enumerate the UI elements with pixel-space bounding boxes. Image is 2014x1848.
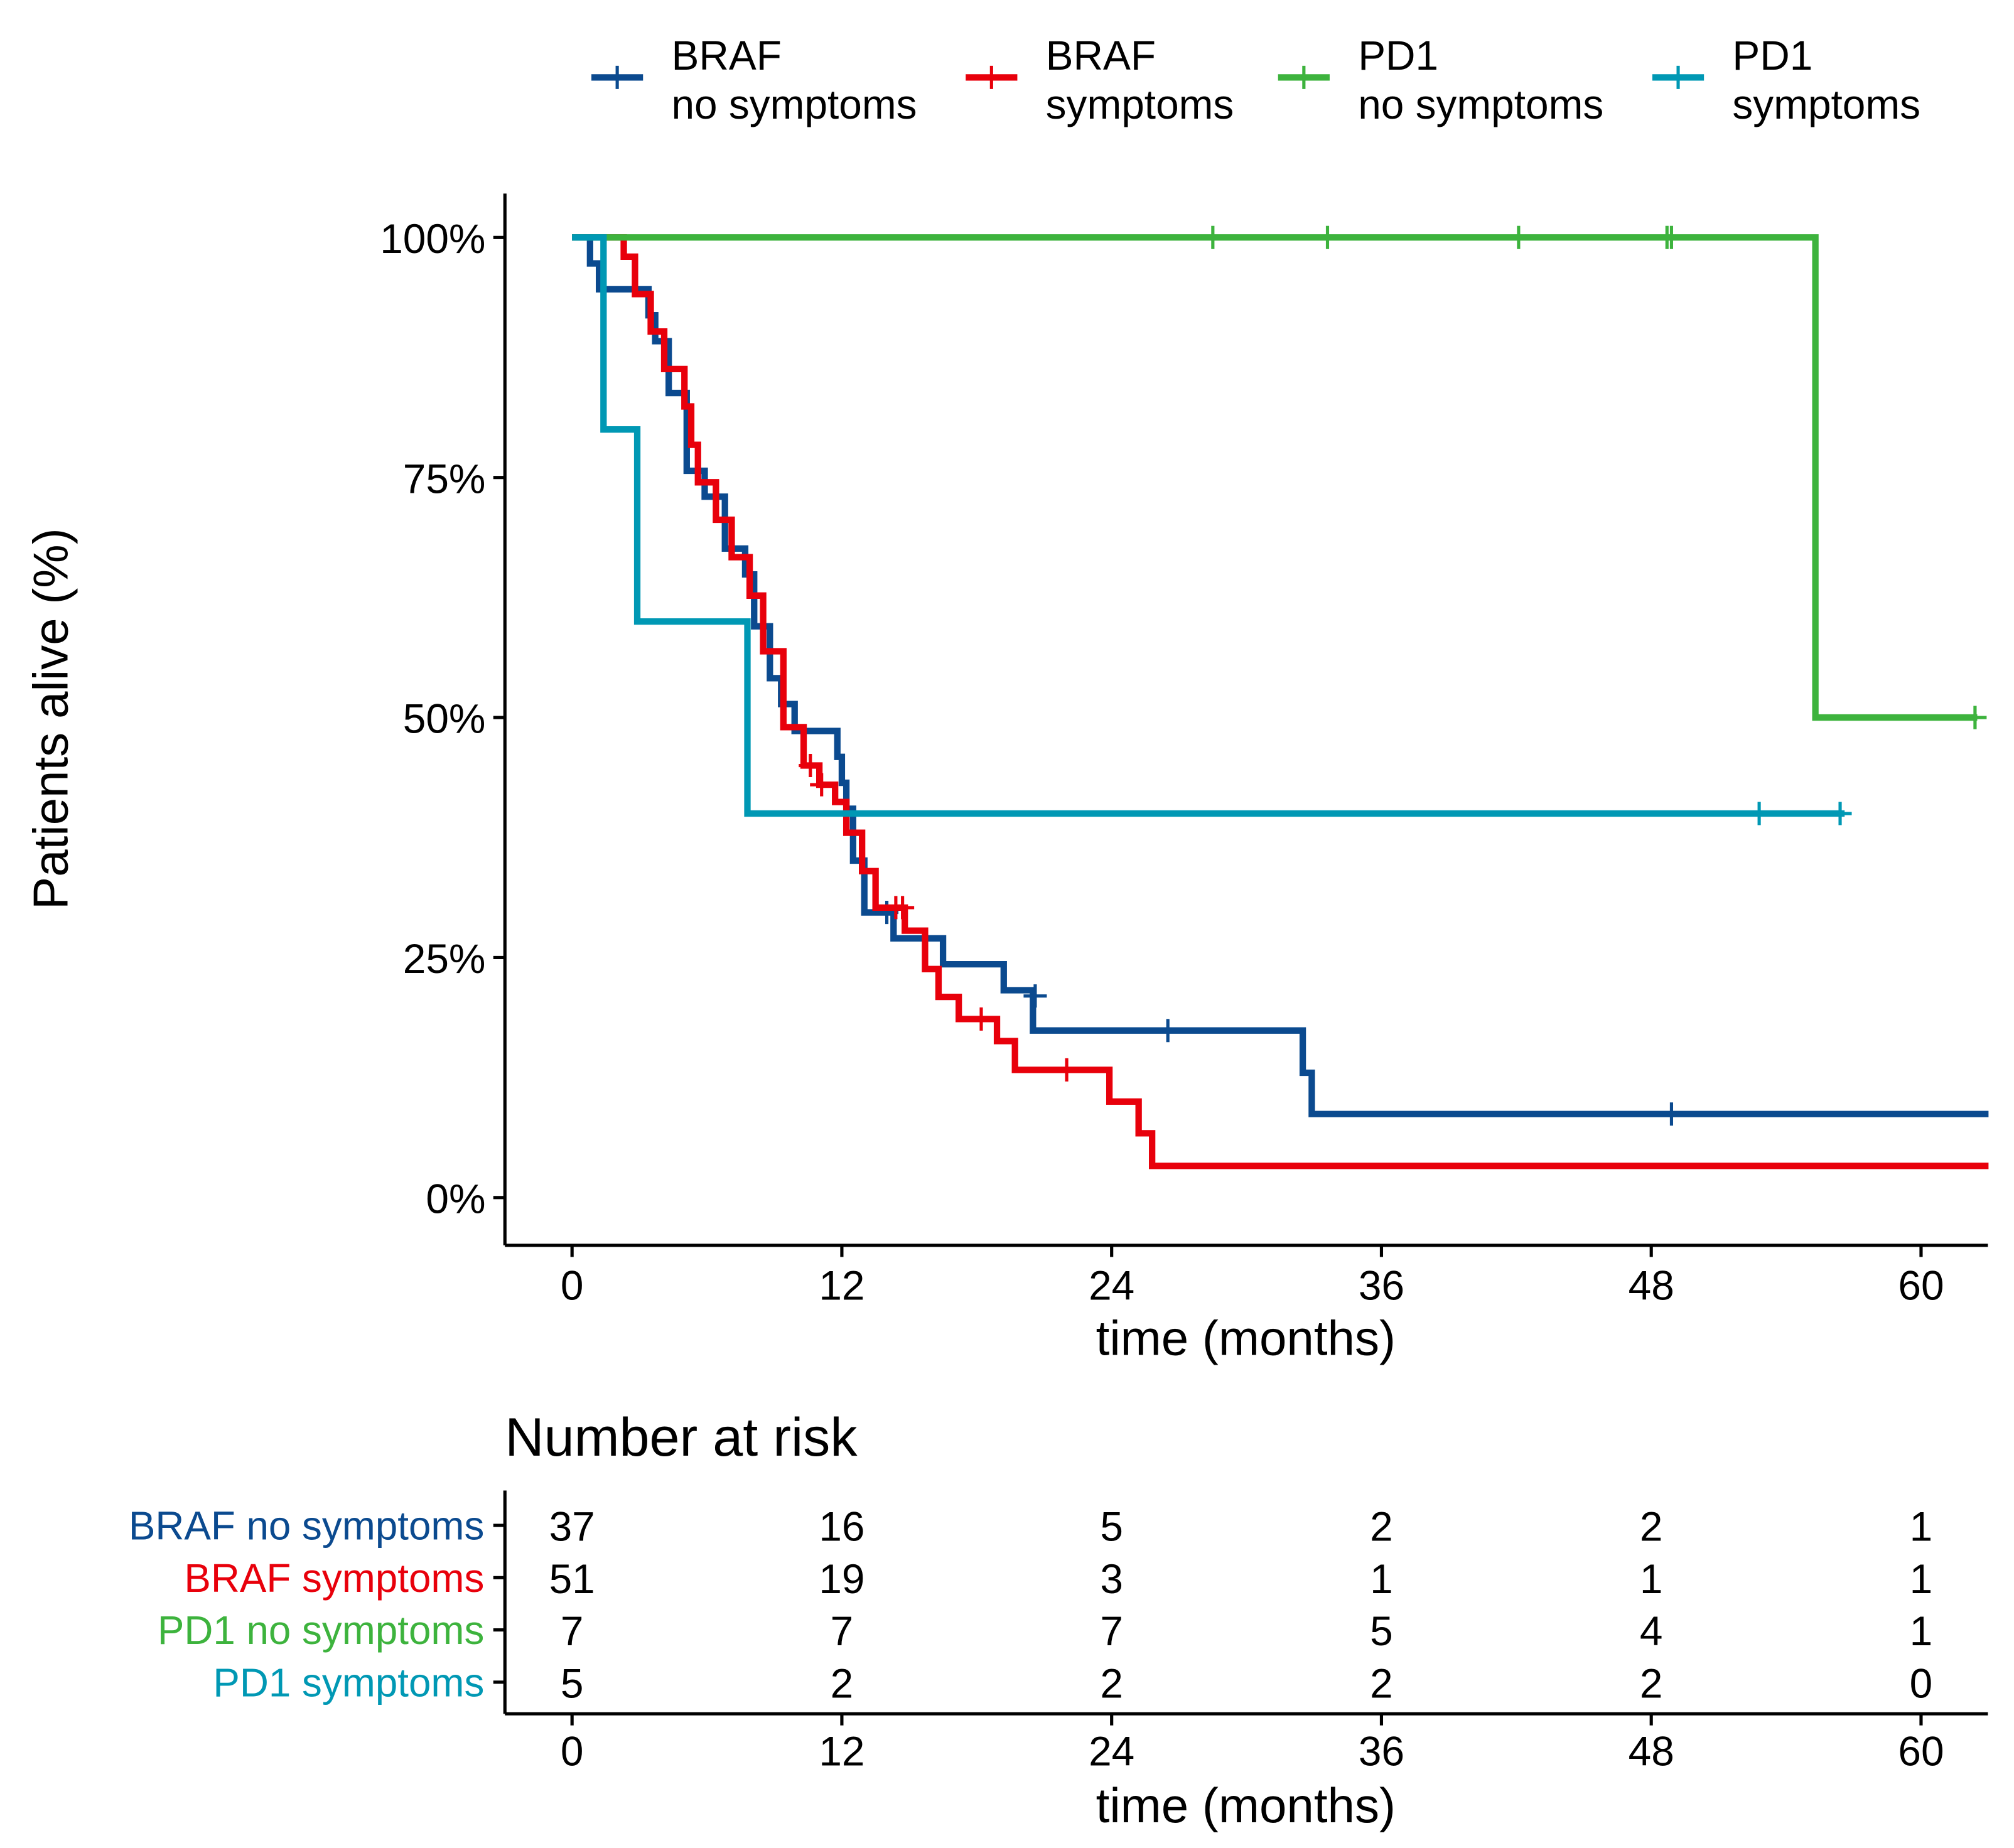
risk-value: 2 [1100,1660,1123,1706]
censor-mark [1023,984,1047,1008]
x-tick-label: 60 [1898,1262,1944,1308]
risk-value: 19 [819,1555,864,1602]
censor-mark [1963,706,1987,729]
censor-mark [810,773,834,797]
risk-value: 4 [1640,1608,1663,1654]
censor-mark [1747,802,1771,825]
survival-curve-2 [572,234,1978,721]
risk-row-label: BRAF symptoms [184,1555,484,1601]
risk-value: 7 [831,1608,854,1654]
censor-mark [1201,225,1225,249]
risk-value: 7 [1100,1608,1123,1654]
legend-label: symptoms [1046,81,1234,127]
risk-value: 2 [831,1660,854,1706]
censor-mark [969,1007,993,1031]
plot-area: 0% 25% 50% 75% 100% 0 12 24 36 48 60 [380,193,1989,1308]
y-tick-label: 100% [380,215,485,262]
risk-row-label: PD1 no symptoms [158,1608,485,1653]
risk-value: 2 [1370,1503,1393,1550]
censor-mark [891,896,915,920]
censor-mark [1659,1102,1683,1126]
risk-value: 2 [1640,1503,1663,1550]
risk-x-tick-label: 12 [819,1727,864,1774]
x-tick-label: 48 [1629,1262,1674,1308]
x-tick-label: 36 [1359,1262,1404,1308]
risk-value: 16 [819,1503,864,1550]
y-tick-label: 50% [403,696,486,742]
risk-x-axis-label: time (months) [1096,1778,1396,1833]
risk-x-tick-label: 0 [561,1727,584,1774]
y-axis-label: Patients alive (%) [23,528,78,910]
censor-mark [1828,802,1852,825]
survival-curve-3 [572,234,1845,817]
risk-value: 2 [1640,1660,1663,1706]
legend-label: symptoms [1732,81,1920,127]
risk-value: 5 [1370,1608,1393,1654]
x-tick-label: 24 [1089,1262,1134,1308]
censor-mark [1659,225,1683,249]
risk-value: 1 [1910,1555,1933,1602]
censor-mark [799,754,822,778]
risk-x-tick-label: 36 [1359,1727,1404,1774]
risk-x-tick-label: 24 [1089,1727,1134,1774]
y-tick-label: 25% [403,935,486,982]
risk-value: 1 [1370,1555,1393,1602]
censor-mark [1156,1019,1180,1043]
risk-row-label: PD1 symptoms [213,1660,484,1705]
risk-value: 0 [1910,1660,1933,1706]
risk-value: 51 [549,1555,595,1602]
survival-curve-0 [572,234,1989,1117]
risk-value: 2 [1370,1660,1393,1706]
x-tick-label: 12 [819,1262,864,1308]
legend-label: BRAF [671,32,781,78]
y-tick-label: 0% [426,1176,485,1222]
risk-x-tick-label: 48 [1629,1727,1674,1774]
risk-value: 7 [561,1608,584,1654]
legend-label: BRAF [1046,32,1156,78]
censor-mark [1055,1058,1079,1082]
risk-value: 5 [561,1660,584,1706]
risk-table-title: Number at risk [505,1407,858,1468]
legend-label: PD1 [1732,32,1812,78]
censor-mark [1507,225,1531,249]
risk-value: 1 [1910,1608,1933,1654]
censor-mark [1315,225,1339,249]
risk-value: 1 [1910,1503,1933,1550]
x-tick-label: 0 [561,1262,584,1308]
legend-label: no symptoms [1358,81,1603,127]
legend-label: PD1 [1358,32,1438,78]
y-tick-label: 75% [403,455,486,502]
risk-value: 5 [1100,1503,1123,1550]
survival-curve-1 [572,234,1989,1169]
risk-value: 1 [1640,1555,1663,1602]
risk-x-tick-label: 60 [1898,1727,1944,1774]
risk-value: 37 [549,1503,595,1550]
risk-value: 3 [1100,1555,1123,1602]
legend-label: no symptoms [671,81,917,127]
x-axis-label: time (months) [1096,1311,1396,1366]
risk-row-label: BRAF no symptoms [129,1503,485,1549]
